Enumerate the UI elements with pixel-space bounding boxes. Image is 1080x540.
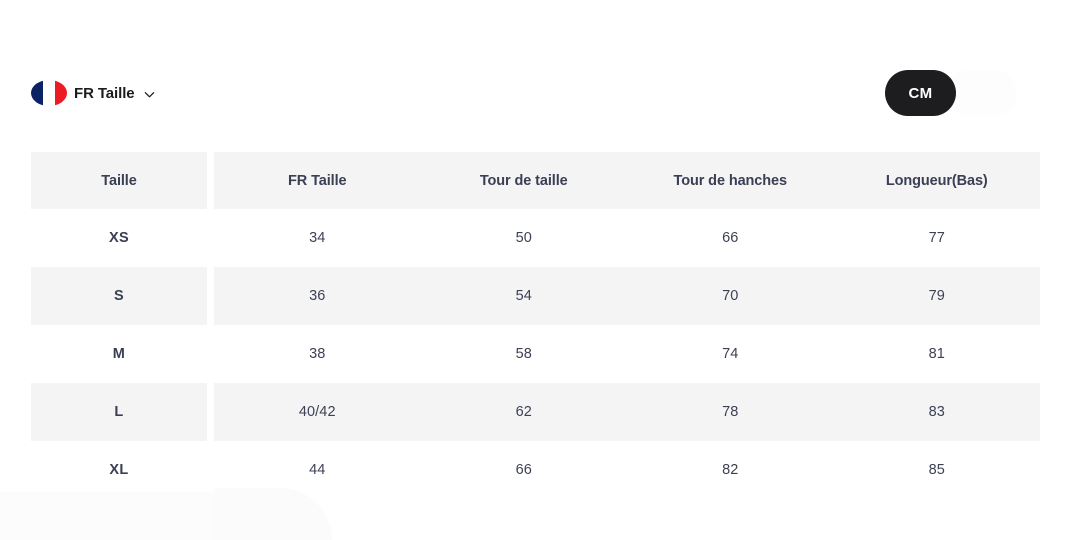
unit-toggle-centimeters[interactable]: CM — [885, 70, 956, 116]
size-chart-controls: FR Taille IN CM — [31, 70, 1040, 116]
cell-size: XL — [31, 441, 207, 499]
region-size-system-selector[interactable]: FR Taille — [31, 70, 156, 116]
cell-tour-de-hanches: 74 — [627, 325, 834, 383]
column-header-tour-de-hanches: Tour de hanches — [627, 152, 834, 209]
table-row: S 36 54 70 79 — [31, 267, 1040, 325]
cell-size: M — [31, 325, 207, 383]
table-row: L 40/42 62 78 83 — [31, 383, 1040, 441]
chevron-down-icon — [144, 91, 154, 97]
unit-toggle-inches[interactable]: IN — [946, 70, 1017, 116]
column-header-longueur-bas: Longueur(Bas) — [833, 152, 1040, 209]
size-chart-table: Taille FR Taille Tour de taille Tour de … — [31, 152, 1040, 499]
row-divider-gutter — [207, 209, 214, 267]
cell-longueur-bas: 83 — [833, 383, 1040, 441]
cell-longueur-bas: 81 — [833, 325, 1040, 383]
cell-tour-de-hanches: 82 — [627, 441, 834, 499]
cell-tour-de-taille: 58 — [420, 325, 627, 383]
table-header: Taille FR Taille Tour de taille Tour de … — [31, 152, 1040, 209]
cell-fr-taille: 40/42 — [214, 383, 421, 441]
france-flag-circle-icon — [31, 80, 67, 106]
table-row: XS 34 50 66 77 — [31, 209, 1040, 267]
table-row: XL 44 66 82 85 — [31, 441, 1040, 499]
cell-fr-taille: 34 — [214, 209, 421, 267]
table-header-row: Taille FR Taille Tour de taille Tour de … — [31, 152, 1040, 209]
cell-longueur-bas: 79 — [833, 267, 1040, 325]
cell-size: S — [31, 267, 207, 325]
row-divider-gutter — [207, 267, 214, 325]
column-header-fr-taille: FR Taille — [214, 152, 421, 209]
cell-tour-de-taille: 50 — [420, 209, 627, 267]
cell-size: L — [31, 383, 207, 441]
cell-tour-de-hanches: 70 — [627, 267, 834, 325]
cell-fr-taille: 44 — [214, 441, 421, 499]
cell-tour-de-taille: 54 — [420, 267, 627, 325]
table-row: M 38 58 74 81 — [31, 325, 1040, 383]
cell-tour-de-hanches: 78 — [627, 383, 834, 441]
row-divider-gutter — [207, 383, 214, 441]
cell-fr-taille: 36 — [214, 267, 421, 325]
cell-longueur-bas: 77 — [833, 209, 1040, 267]
cell-tour-de-hanches: 66 — [627, 209, 834, 267]
cell-fr-taille: 38 — [214, 325, 421, 383]
region-selector-label: FR Taille — [74, 84, 135, 102]
row-divider-gutter — [207, 441, 214, 499]
row-divider-gutter — [207, 325, 214, 383]
unit-toggle-group[interactable]: IN CM — [885, 70, 1040, 116]
cell-tour-de-taille: 62 — [420, 383, 627, 441]
cell-longueur-bas: 85 — [833, 441, 1040, 499]
size-chart-table-container: Taille FR Taille Tour de taille Tour de … — [31, 152, 1040, 540]
table-body: XS 34 50 66 77 S 36 54 70 79 M — [31, 209, 1040, 499]
column-header-taille: Taille — [31, 152, 207, 209]
cell-size: XS — [31, 209, 207, 267]
column-divider-gutter — [207, 152, 214, 209]
column-header-tour-de-taille: Tour de taille — [420, 152, 627, 209]
cell-tour-de-taille: 66 — [420, 441, 627, 499]
